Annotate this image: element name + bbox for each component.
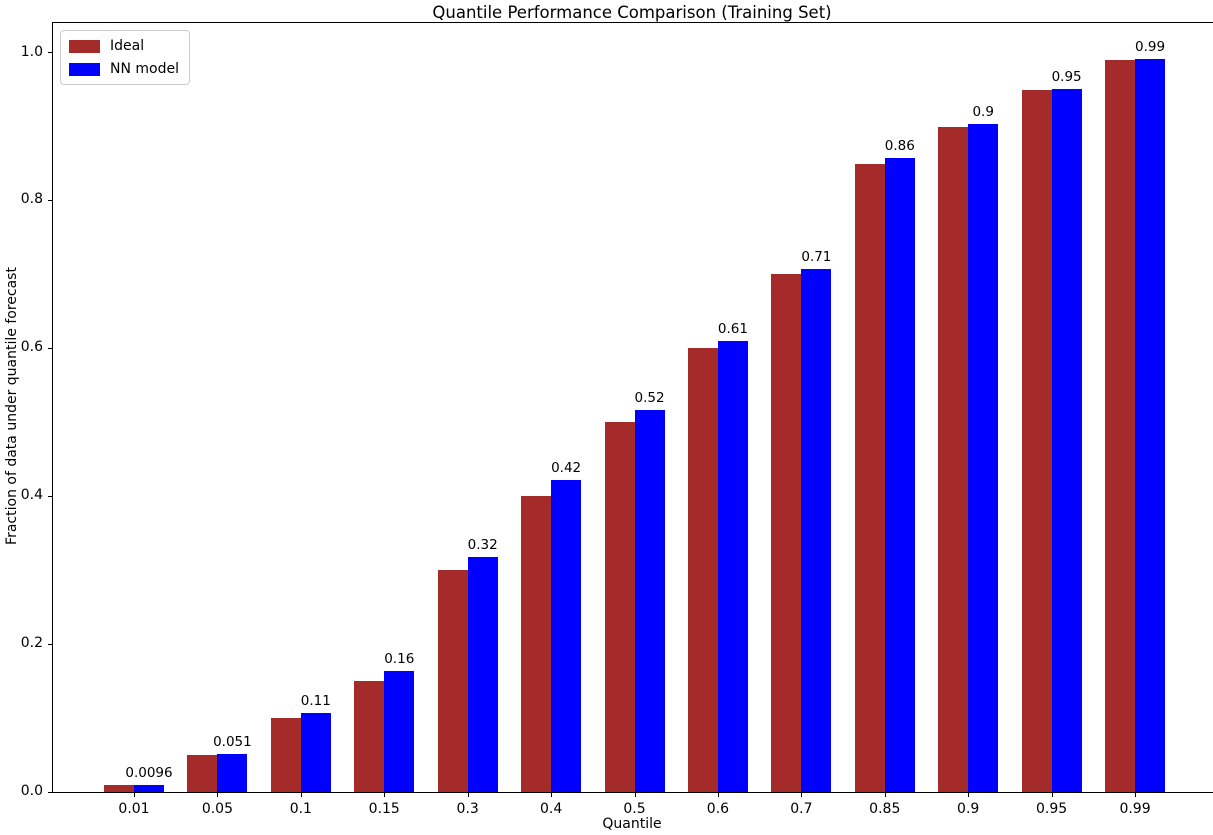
y-tick-label-0.8: 0.8: [20, 191, 43, 208]
x-tick-mark: [1135, 793, 1137, 797]
x-tick-label-0.9: 0.9: [957, 801, 980, 817]
x-tick-label-0.05: 0.05: [201, 801, 233, 817]
bar-ideal-0.5: [604, 422, 635, 792]
x-tick-mark: [1051, 793, 1053, 797]
y-tick-mark: [48, 495, 52, 497]
bar-nn-model-0.01: [134, 784, 164, 792]
bar-ideal-0.9: [938, 126, 969, 792]
x-axis-label: Quantile: [602, 816, 662, 832]
x-tick-mark: [551, 793, 553, 797]
y-tick-label-0.6: 0.6: [20, 339, 43, 356]
y-tick-label-1.0: 1.0: [20, 43, 43, 60]
bar-nn-model-0.95: [1051, 88, 1082, 792]
chart-title: Quantile Performance Comparison (Trainin…: [432, 3, 832, 22]
x-tick-label-0.15: 0.15: [368, 801, 400, 817]
bar-nn-model-0.4: [551, 479, 582, 792]
bar-ideal-0.1: [270, 718, 301, 792]
bar-value-label-0.4: 0.42: [551, 459, 582, 476]
bar-value-label-0.5: 0.52: [634, 390, 665, 407]
bar-ideal-0.95: [1021, 89, 1052, 792]
bar-nn-model-0.9: [968, 124, 999, 792]
y-axis-label: Fraction of data under quantile forecast: [4, 267, 20, 545]
x-tick-mark: [634, 793, 636, 797]
x-tick-mark: [717, 793, 719, 797]
y-tick-mark: [48, 347, 52, 349]
bar-value-label-0.01: 0.0096: [125, 764, 173, 781]
x-tick-mark: [384, 793, 386, 797]
x-tick-label-0.3: 0.3: [456, 801, 479, 817]
bar-ideal-0.7: [771, 274, 802, 792]
legend-swatch-ideal: [69, 39, 100, 53]
plot-area: Ideal NN model 0.0096 0.01 0.051 0.05 0.11 0.…: [21, 22, 1213, 817]
x-tick-label-0.5: 0.5: [623, 801, 646, 817]
x-tick-label-0.85: 0.85: [869, 801, 901, 817]
y-tick-mark: [48, 52, 52, 54]
x-tick-mark: [300, 793, 302, 797]
y-tick-mark: [48, 199, 52, 201]
x-tick-mark: [801, 793, 803, 797]
bar-value-label-0.1: 0.11: [300, 692, 331, 709]
bar-nn-model-0.3: [467, 556, 498, 792]
x-tick-label-0.99: 0.99: [1119, 801, 1151, 817]
bar-nn-model-0.6: [717, 340, 748, 792]
x-tick-label-0.1: 0.1: [289, 801, 312, 817]
legend: Ideal NN model: [60, 30, 190, 85]
bar-nn-model-0.5: [634, 410, 665, 792]
x-tick-label-0.95: 0.95: [1036, 801, 1068, 817]
x-tick-mark: [467, 793, 469, 797]
bar-value-label-0.3: 0.32: [467, 536, 498, 553]
x-tick-mark: [968, 793, 970, 797]
bar-nn-model-0.05: [217, 754, 248, 792]
bar-value-label-0.15: 0.16: [384, 651, 415, 668]
x-tick-mark: [134, 793, 135, 797]
bar-ideal-0.85: [854, 163, 885, 792]
x-tick-mark: [217, 793, 219, 797]
bar-nn-model-0.7: [801, 268, 832, 792]
bar-nn-model-0.15: [384, 671, 415, 792]
bar-ideal-0.4: [521, 496, 552, 792]
legend-label-ideal: Ideal: [110, 38, 145, 54]
y-tick-mark: [48, 643, 52, 645]
bar-ideal-0.99: [1105, 59, 1136, 792]
bar-nn-model-0.99: [1135, 58, 1166, 792]
bar-value-label-0.9: 0.9: [972, 104, 994, 121]
legend-swatch-nn-model: [69, 62, 100, 76]
bar-value-label-0.7: 0.71: [801, 248, 832, 265]
legend-item-ideal: Ideal: [69, 38, 179, 54]
y-tick-label-0.0: 0.0: [20, 783, 43, 799]
legend-item-nn-model: NN model: [69, 61, 179, 77]
bar-value-label-0.05: 0.051: [213, 734, 252, 751]
bar-ideal-0.15: [354, 681, 385, 792]
bar-ideal-0.6: [687, 348, 718, 792]
x-tick-label-0.4: 0.4: [539, 801, 563, 817]
bar-value-label-0.6: 0.61: [717, 320, 748, 337]
bar-value-label-0.85: 0.86: [884, 138, 915, 155]
legend-label-nn-model: NN model: [110, 61, 179, 77]
y-tick-mark: [48, 791, 52, 793]
bar-nn-model-0.85: [884, 158, 915, 792]
bar-ideal-0.01: [104, 784, 134, 792]
y-tick-label-0.2: 0.2: [20, 635, 43, 652]
x-tick-mark: [884, 793, 886, 797]
bar-ideal-0.3: [437, 570, 468, 792]
bar-value-label-0.95: 0.95: [1051, 68, 1082, 85]
bar-ideal-0.05: [187, 755, 218, 792]
x-tick-label-0.7: 0.7: [790, 801, 813, 817]
bar-value-label-0.99: 0.99: [1135, 38, 1166, 55]
x-tick-label-0.6: 0.6: [706, 801, 730, 817]
x-tick-label-0.01: 0.01: [118, 801, 150, 817]
y-tick-label-0.4: 0.4: [20, 487, 43, 504]
bar-nn-model-0.1: [300, 712, 331, 792]
